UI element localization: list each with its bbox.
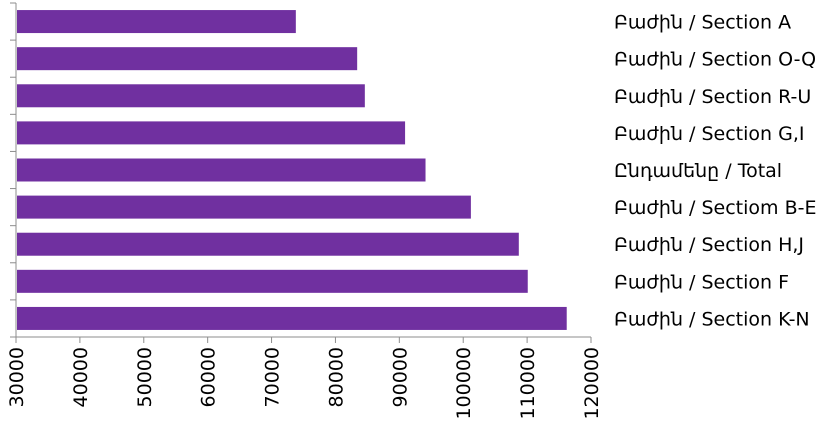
bar-2 <box>17 47 358 71</box>
x-tick-label: 70000 <box>262 347 284 407</box>
category-label: Բաժին / Section K-N <box>614 308 810 330</box>
x-tick-label: 100000 <box>453 347 475 420</box>
bar-3 <box>17 84 365 108</box>
x-tick-label: 90000 <box>389 347 411 407</box>
category-label: Բաժին / Section G,I <box>614 123 804 145</box>
bar-7 <box>17 232 519 256</box>
category-label: Բաժին / Section A <box>614 12 791 34</box>
category-label: Բաժին / Section R-U <box>614 86 811 108</box>
x-tick-label: 40000 <box>70 347 92 407</box>
x-tick-label: 110000 <box>517 347 539 420</box>
x-tick-label: 30000 <box>6 347 28 407</box>
bar-9 <box>17 306 567 330</box>
x-tick-label: 80000 <box>325 347 347 407</box>
x-tick-label: 60000 <box>198 347 220 407</box>
bar-1 <box>17 10 296 34</box>
bar-8 <box>17 269 528 293</box>
category-label: Ընդամենը / Total <box>614 160 782 182</box>
bar-4 <box>17 121 406 145</box>
category-label: Բաժին / Section F <box>614 271 789 293</box>
category-label: Բաժին / Section H,J <box>614 234 804 256</box>
bar-5 <box>17 158 426 182</box>
x-tick-label: 50000 <box>134 347 156 407</box>
x-tick-label: 120000 <box>581 347 603 420</box>
category-label: Բաժին / Section O-Q <box>614 49 816 71</box>
bar-6 <box>17 195 471 219</box>
category-label: Բաժին / Sectiom B-E <box>614 197 816 219</box>
